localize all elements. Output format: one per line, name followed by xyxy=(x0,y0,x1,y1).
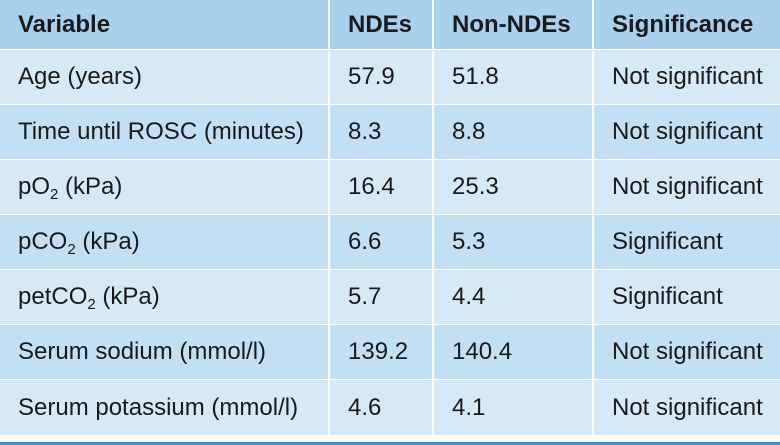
variable-unit: (kPa) xyxy=(58,173,123,200)
table-row: Age (years) 57.9 51.8 Not significant xyxy=(0,50,780,105)
subscript: 2 xyxy=(67,240,76,258)
significance-cell: Not significant xyxy=(612,338,763,365)
subscript: 2 xyxy=(50,185,59,203)
significance-cell: Significant xyxy=(612,283,723,310)
header-variable: Variable xyxy=(0,0,330,49)
table-row: pCO 2 (kPa) 6.6 5.3 Significant xyxy=(0,215,780,270)
non-ndes-cell: 5.3 xyxy=(434,215,594,269)
header-non-ndes: Non-NDEs xyxy=(434,0,594,49)
significance-cell: Not significant xyxy=(612,173,763,200)
table-row: Serum potassium (mmol/l) 4.6 4.1 Not sig… xyxy=(0,380,780,435)
ndes-cell: 8.3 xyxy=(330,105,434,159)
non-ndes-cell: 4.4 xyxy=(434,270,594,324)
variable-cell: petCO 2 (kPa) xyxy=(0,270,330,324)
variable-text: pO xyxy=(18,173,51,200)
non-ndes-cell: 8.8 xyxy=(434,105,594,159)
variable-cell: pO 2 (kPa) xyxy=(0,160,330,214)
variable-cell: Serum potassium (mmol/l) xyxy=(0,380,330,435)
variable-text: petCO xyxy=(18,283,88,310)
variable-unit: (kPa) xyxy=(75,228,140,255)
significance-cell: Significant xyxy=(612,228,723,255)
table-row: Serum sodium (mmol/l) 139.2 140.4 Not si… xyxy=(0,325,780,380)
variable-unit: (kPa) xyxy=(95,283,160,310)
table-header-row: Variable NDEs Non-NDEs Significance xyxy=(0,0,780,50)
non-ndes-cell: 4.1 xyxy=(434,380,594,435)
variable-cell: Serum sodium (mmol/l) xyxy=(0,325,330,379)
variable-cell: Age (years) xyxy=(0,50,330,104)
ndes-cell: 139.2 xyxy=(330,325,434,379)
variable-cell: Time until ROSC (minutes) xyxy=(0,105,330,159)
non-ndes-cell: 140.4 xyxy=(434,325,594,379)
ndes-cell: 6.6 xyxy=(330,215,434,269)
variable-text: pCO xyxy=(18,228,68,255)
ndes-cell: 4.6 xyxy=(330,380,434,435)
non-ndes-cell: 51.8 xyxy=(434,50,594,104)
table-row: petCO 2 (kPa) 5.7 4.4 Significant xyxy=(0,270,780,325)
table-row: Time until ROSC (minutes) 8.3 8.8 Not si… xyxy=(0,105,780,160)
header-significance: Significance xyxy=(612,10,754,38)
ndes-cell: 16.4 xyxy=(330,160,434,214)
significance-cell: Not significant xyxy=(612,118,763,145)
significance-cell: Not significant xyxy=(612,393,763,421)
variable-cell: pCO 2 (kPa) xyxy=(0,215,330,269)
header-ndes: NDEs xyxy=(330,0,434,49)
table-row: pO 2 (kPa) 16.4 25.3 Not significant xyxy=(0,160,780,215)
non-ndes-cell: 25.3 xyxy=(434,160,594,214)
ndes-cell: 57.9 xyxy=(330,50,434,104)
significance-cell: Not significant xyxy=(612,63,763,90)
ndes-cell: 5.7 xyxy=(330,270,434,324)
subscript: 2 xyxy=(87,295,96,313)
